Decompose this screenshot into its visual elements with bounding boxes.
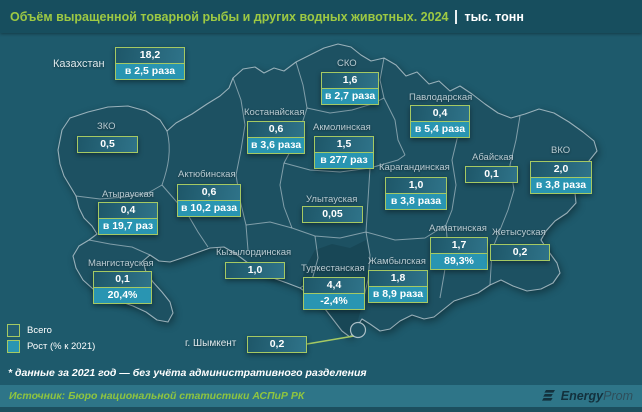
- shymkent-connector-line: [306, 335, 355, 345]
- page-title: Объём выращенной товарной рыбы и других …: [10, 9, 449, 24]
- region-box-kyzylorda: 1,0: [225, 262, 285, 279]
- region-box-pavlodar: 0,4 в 5,4 раза: [410, 105, 470, 138]
- region-growth-value: 20,4%: [94, 287, 151, 303]
- region-box-zhetysu: 0,2: [490, 244, 550, 261]
- region-growth-value: -2,4%: [304, 293, 364, 309]
- region-growth-value: в 5,4 раза: [411, 121, 469, 137]
- legend-item-growth: Рост (% к 2021): [7, 340, 95, 353]
- region-box-kostanay: 0,6 в 3,6 раза: [247, 121, 306, 154]
- region-total-value: 1,8: [369, 271, 427, 286]
- region-box-ulytau: 0,05: [302, 206, 363, 223]
- total-label: Всего: [27, 325, 52, 336]
- region-label-pavlodar: Павлодарская: [409, 92, 473, 103]
- source-bar: Источник: Бюро национальной статистики А…: [0, 385, 642, 412]
- region-total-value: 0,6: [248, 122, 305, 137]
- region-total-value: 0,05: [303, 207, 362, 222]
- region-total-value: 1,7: [431, 238, 487, 253]
- region-growth-value: в 19,7 раз: [99, 218, 157, 234]
- region-label-vko: ВКО: [551, 145, 571, 156]
- region-growth-value: в 3,8 раза: [531, 177, 591, 193]
- growth-label: Рост (% к 2021): [27, 341, 96, 352]
- region-box-almaty-region: 1,7 89,3%: [430, 237, 488, 270]
- region-label-turkestan: Туркестанская: [301, 263, 365, 274]
- total-swatch: [7, 324, 20, 337]
- region-label-kyzylorda: Кызылординская: [216, 247, 292, 258]
- title-separator: [455, 9, 458, 24]
- region-label-shymkent: г. Шымкент: [185, 338, 237, 349]
- region-total-value: 4,4: [304, 278, 364, 293]
- region-label-sko: СКО: [337, 58, 357, 69]
- region-total-value: 1,0: [386, 178, 446, 193]
- region-total-value: 0,2: [248, 337, 306, 352]
- logo-text-regular: Prom: [603, 389, 633, 403]
- shymkent-city-circle: [349, 321, 367, 339]
- region-box-akmola: 1,5 в 277 раз: [314, 136, 374, 169]
- region-growth-value: 89,3%: [431, 253, 487, 269]
- region-total-value: 0,2: [491, 245, 549, 260]
- region-box-zhambyl: 1,8 в 8,9 раза: [368, 270, 428, 303]
- region-box-mangystau: 0,1 20,4%: [93, 271, 152, 304]
- legend-item-total: Всего: [7, 324, 95, 337]
- region-box-aktobe: 0,6 в 10,2 раза: [177, 184, 242, 217]
- region-total-value: 0,1: [466, 167, 517, 182]
- logo-text-bold: Energy: [560, 389, 604, 403]
- region-label-kazakhstan: Казахстан: [53, 58, 105, 70]
- region-growth-value: в 2,7 раза: [322, 88, 379, 104]
- region-label-atyrau: Атырауская: [102, 189, 154, 200]
- region-growth-value: в 8,9 раза: [369, 286, 427, 302]
- region-label-ulytau: Улытауская: [306, 194, 358, 205]
- region-growth-value: в 277 раз: [315, 152, 373, 168]
- region-total-value: 1,0: [226, 263, 284, 278]
- region-box-sko: 1,6 в 2,7 раза: [321, 72, 380, 105]
- region-total-value: 1,5: [315, 137, 373, 152]
- region-total-value: 0,4: [99, 203, 157, 218]
- header-bar: Объём выращенной товарной рыбы и других …: [0, 0, 642, 33]
- region-total-value: 0,6: [178, 185, 241, 200]
- source-text: Источник: Бюро национальной статистики А…: [9, 390, 305, 402]
- region-box-turkestan: 4,4 -2,4%: [303, 277, 365, 310]
- region-total-value: 0,5: [78, 137, 137, 152]
- growth-swatch: [7, 340, 20, 353]
- legend: Всего Рост (% к 2021): [7, 324, 95, 356]
- region-label-mangystau: Мангистауская: [88, 258, 154, 269]
- region-label-akmola: Акмолинская: [313, 122, 371, 133]
- region-label-abay: Абайская: [472, 152, 514, 163]
- region-label-aktobe: Актюбинская: [178, 169, 236, 180]
- region-total-value: 2,0: [531, 162, 591, 177]
- footnote: * данные за 2021 год — без учёта админис…: [8, 367, 367, 379]
- region-total-value: 1,6: [322, 73, 379, 88]
- region-box-vko: 2,0 в 3,8 раза: [530, 161, 592, 194]
- region-growth-value: в 3,6 раза: [248, 137, 305, 153]
- region-total-value: 18,2: [116, 48, 184, 63]
- energyprom-logo-icon: [541, 390, 555, 401]
- energyprom-logo: EnergyProm: [541, 387, 633, 405]
- region-growth-value: в 3,8 раза: [386, 193, 446, 209]
- region-box-kazakhstan: 18,2 в 2,5 раза: [115, 47, 185, 80]
- region-label-zhambyl: Жамбылская: [368, 256, 426, 267]
- region-label-kostanay: Костанайская: [244, 107, 305, 118]
- region-box-abay: 0,1: [465, 166, 518, 183]
- region-box-shymkent: 0,2: [247, 336, 307, 353]
- region-total-value: 0,4: [411, 106, 469, 121]
- region-box-karaganda: 1,0 в 3,8 раза: [385, 177, 447, 210]
- region-box-atyrau: 0,4 в 19,7 раз: [98, 202, 158, 235]
- region-box-zko: 0,5: [77, 136, 138, 153]
- region-total-value: 0,1: [94, 272, 151, 287]
- region-growth-value: в 10,2 раза: [178, 200, 241, 216]
- region-label-zko: ЗКО: [97, 121, 116, 132]
- region-label-zhetysu: Жетысуская: [492, 227, 546, 238]
- units-label: тыс. тонн: [464, 9, 524, 24]
- region-label-karaganda: Карагандинская: [379, 162, 450, 173]
- region-label-almaty-region: Алматинская: [429, 223, 487, 234]
- region-growth-value: в 2,5 раза: [116, 63, 184, 79]
